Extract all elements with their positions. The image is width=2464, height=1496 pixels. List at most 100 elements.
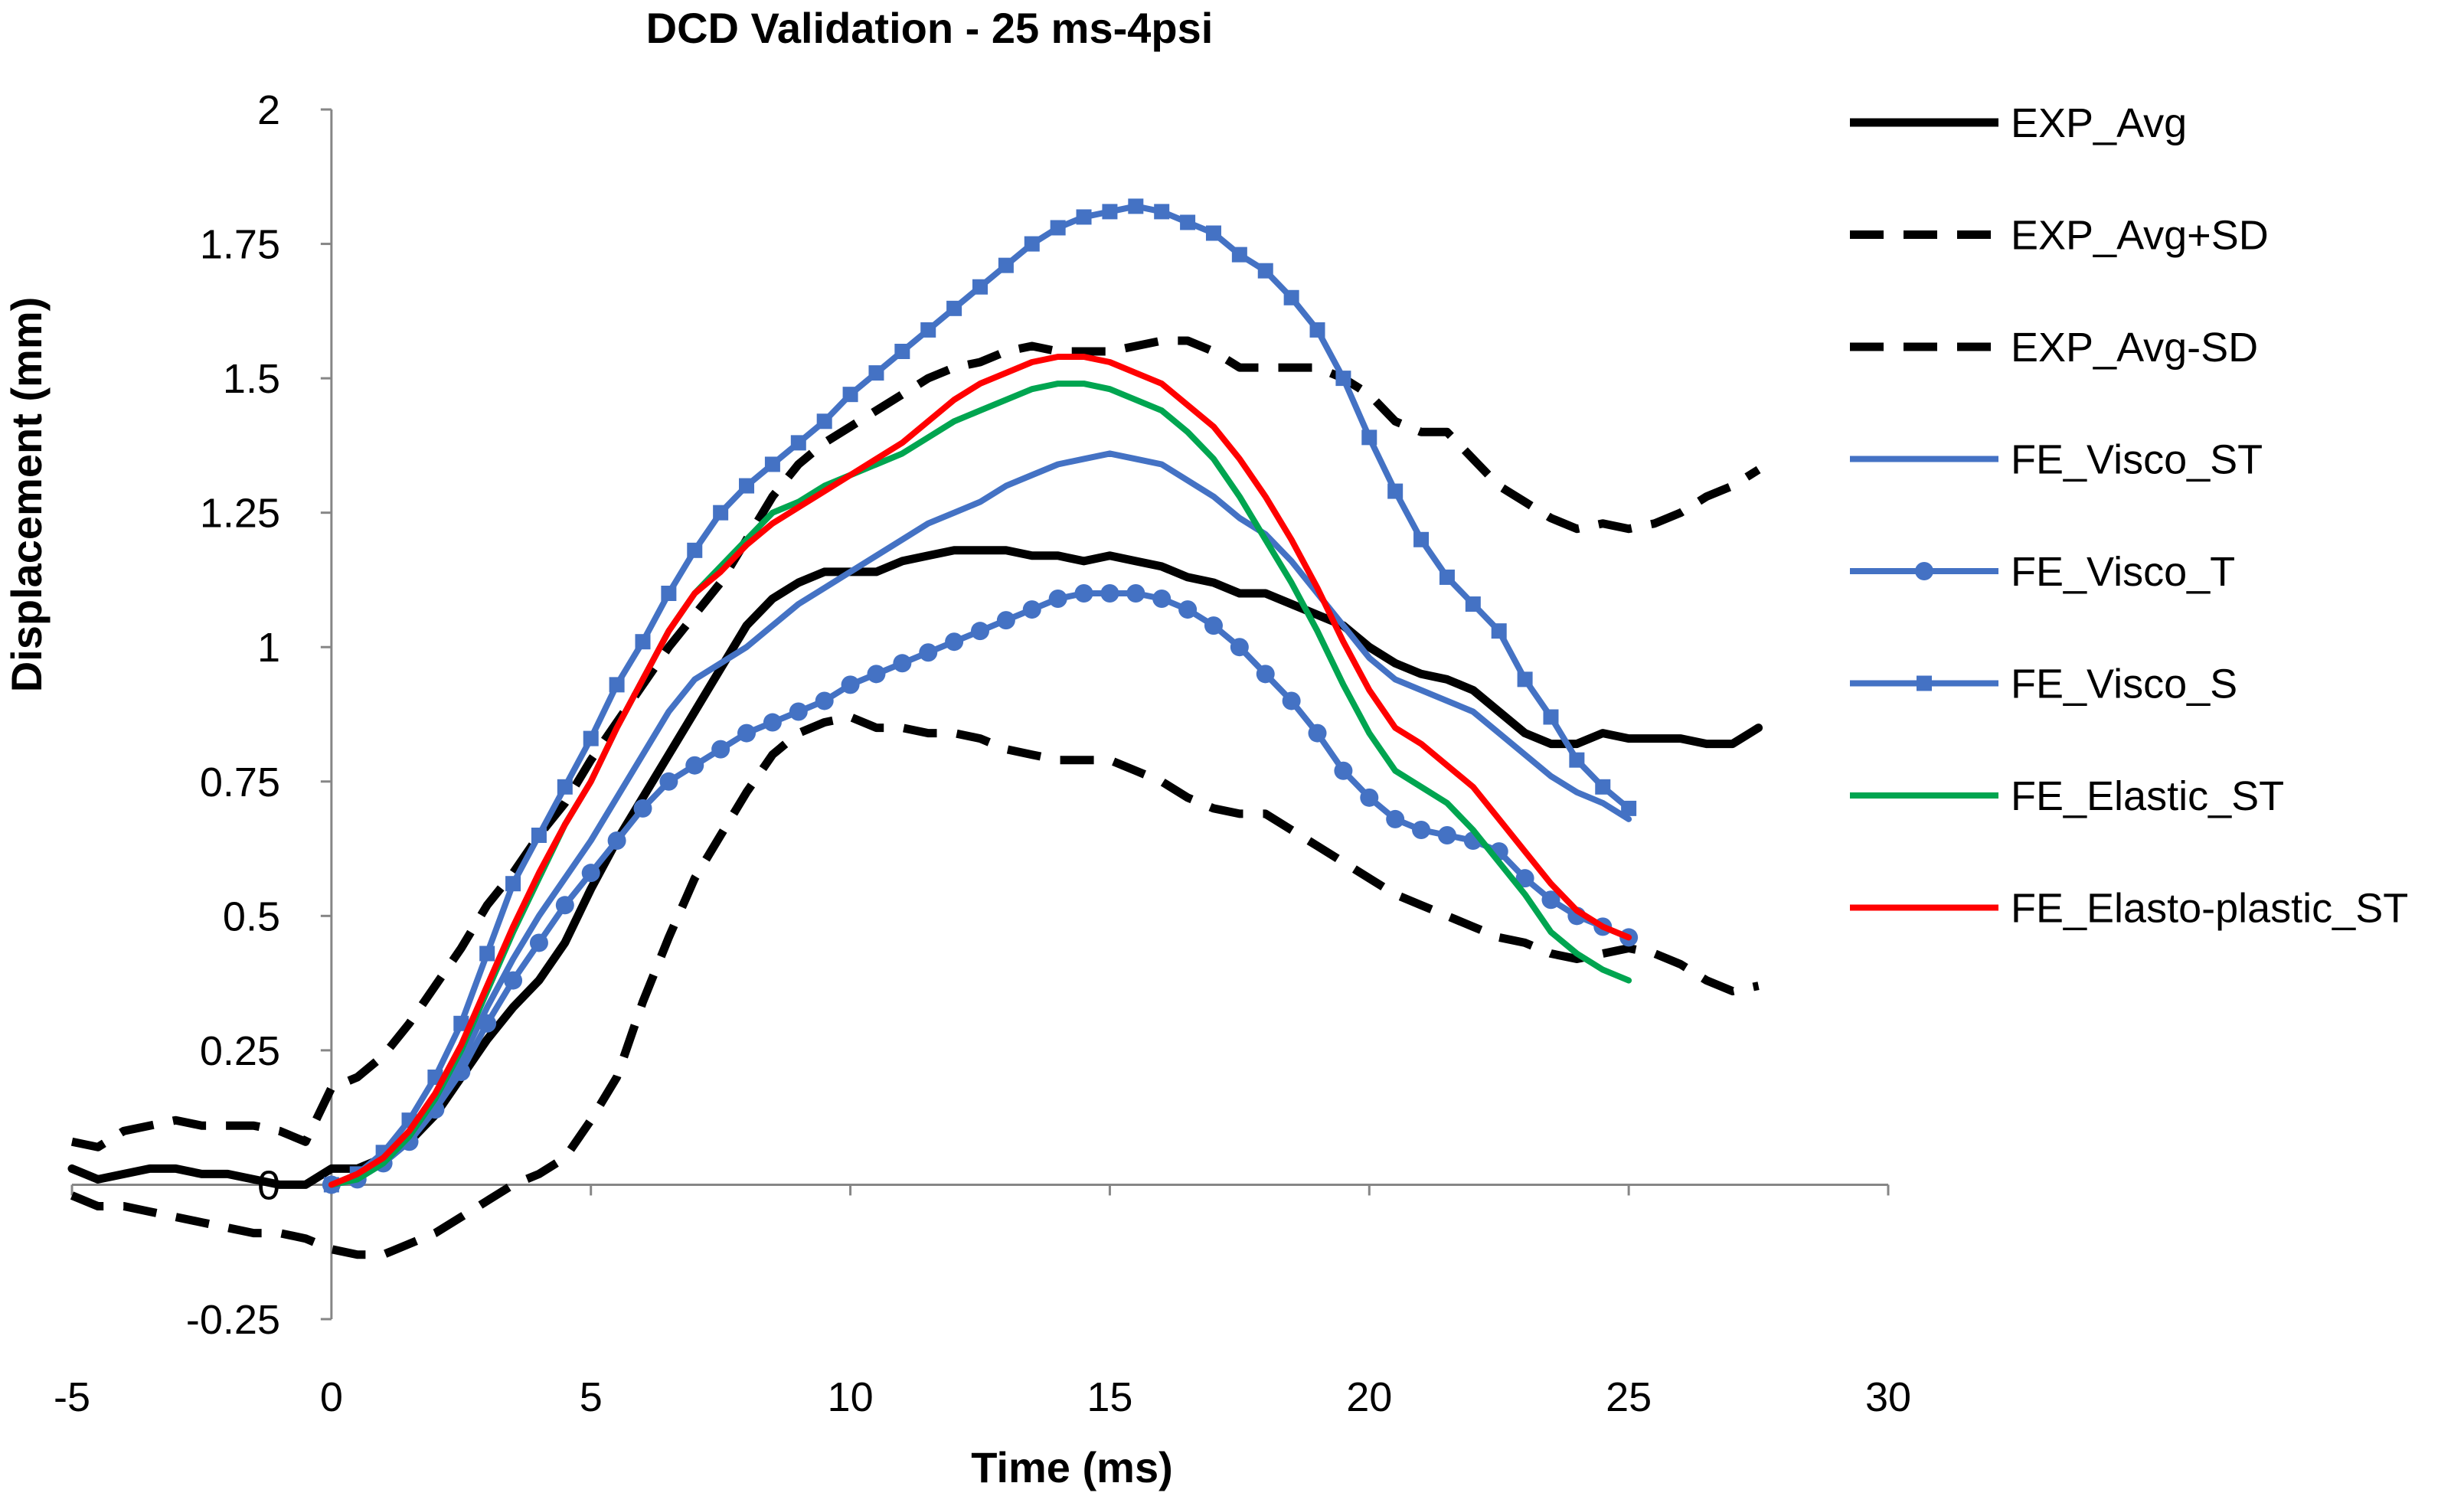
legend-item-fe-elasto-plastic-st: FE_Elasto-plastic_ST	[1850, 886, 2408, 932]
data-point	[557, 779, 573, 795]
legend-label: FE_Visco_ST	[2011, 437, 2263, 483]
legend-label: FE_Visco_T	[2011, 549, 2235, 595]
data-point	[633, 799, 652, 818]
data-point	[1491, 623, 1507, 639]
data-point	[998, 257, 1014, 273]
y-tick-label: 0.5	[223, 893, 280, 939]
x-tick-label: 15	[1087, 1374, 1132, 1420]
legend-item-exp-avg: EXP_Avg	[1850, 100, 2187, 146]
data-point	[1308, 724, 1327, 743]
x-tick-label: 25	[1606, 1374, 1652, 1420]
data-point	[1334, 761, 1353, 780]
data-point	[894, 344, 910, 359]
series-line-fe-visco-t	[328, 590, 1632, 1188]
data-point	[946, 300, 962, 316]
series-exp-avg-sd	[70, 713, 1760, 1259]
data-point	[1283, 289, 1299, 305]
legend-label: EXP_Avg-SD	[2011, 325, 2258, 371]
y-tick-label: 0	[257, 1162, 280, 1208]
data-point	[583, 730, 599, 746]
y-tick-label: 1.5	[223, 356, 280, 402]
series-line-fe-visco-st	[328, 450, 1632, 1188]
data-point	[919, 643, 938, 662]
data-point	[607, 831, 626, 851]
data-point	[1128, 198, 1144, 214]
data-point	[1335, 371, 1351, 387]
data-point	[453, 1015, 469, 1031]
data-point	[529, 933, 548, 952]
data-point	[790, 435, 806, 451]
data-point	[739, 478, 755, 494]
data-point	[842, 387, 858, 403]
data-point	[1022, 600, 1041, 619]
data-point	[1178, 600, 1198, 619]
legend-item-fe-visco-t: FE_Visco_T	[1850, 549, 2235, 595]
data-point	[1465, 596, 1481, 612]
data-point	[1230, 638, 1249, 657]
data-point	[1386, 809, 1405, 828]
legend-item-fe-visco-st: FE_Visco_ST	[1850, 437, 2263, 483]
data-point	[1515, 869, 1534, 888]
x-tick-label: 10	[828, 1374, 874, 1420]
data-point	[531, 828, 547, 843]
data-point	[661, 586, 677, 601]
legend-label: FE_Elasto-plastic_ST	[2011, 886, 2408, 932]
data-point	[504, 971, 523, 990]
data-point	[1076, 209, 1092, 225]
data-point	[1413, 531, 1430, 547]
chart-title: DCD Validation - 25 ms-4psi	[646, 4, 1214, 52]
data-point	[1412, 820, 1431, 839]
data-point	[1231, 247, 1247, 263]
data-point	[581, 864, 600, 883]
x-tick-label: 30	[1865, 1374, 1911, 1420]
x-tick-label: 0	[320, 1374, 343, 1420]
data-point	[687, 542, 703, 558]
series-fe-visco-s	[323, 198, 1637, 1193]
data-point	[920, 322, 936, 338]
legend-item-fe-elastic-st: FE_Elastic_ST	[1850, 773, 2284, 819]
data-point	[1100, 584, 1119, 603]
data-point	[815, 691, 834, 710]
data-point	[789, 702, 808, 721]
data-point	[1360, 788, 1379, 807]
x-axis-label: Time (ms)	[971, 1443, 1172, 1491]
data-point	[1282, 691, 1301, 710]
series-fe-visco-t	[322, 584, 1639, 1194]
legend-label: FE_Visco_S	[2011, 661, 2237, 707]
series-exp-avg-sd	[70, 336, 1761, 1151]
y-tick-label: 2	[257, 87, 280, 133]
data-point	[1595, 779, 1611, 795]
x-tick-label: 20	[1346, 1374, 1392, 1420]
series-fe-elasto-plastic-st	[328, 354, 1632, 1188]
data-point	[841, 675, 860, 694]
data-point	[659, 772, 678, 791]
data-point	[1256, 665, 1275, 684]
y-tick-label: -0.25	[186, 1297, 280, 1343]
data-point	[1543, 709, 1559, 725]
data-point	[867, 665, 886, 684]
y-axis-label: Displacement (mm)	[2, 297, 51, 693]
data-point	[737, 724, 757, 743]
series-line-exp-avg-sd	[70, 713, 1760, 1259]
legend-label: FE_Elastic_ST	[2011, 773, 2284, 819]
x-tick-label: 5	[580, 1374, 603, 1420]
series-fe-visco-st	[328, 450, 1632, 1188]
data-point	[452, 1062, 471, 1081]
data-point	[1204, 616, 1223, 635]
data-point	[1437, 826, 1456, 844]
data-point	[893, 654, 912, 673]
data-point	[764, 456, 780, 472]
data-point	[1517, 671, 1533, 688]
data-point	[763, 713, 782, 732]
data-point	[1024, 236, 1040, 252]
data-point	[711, 740, 730, 759]
data-point	[685, 756, 704, 775]
data-point	[1439, 569, 1455, 585]
data-point	[635, 634, 651, 650]
data-point	[996, 611, 1015, 630]
plot-area	[67, 198, 1763, 1259]
y-tick-label: 0.75	[200, 759, 280, 805]
legend-label: EXP_Avg+SD	[2011, 213, 2269, 259]
legend-label: EXP_Avg	[2011, 100, 2187, 146]
